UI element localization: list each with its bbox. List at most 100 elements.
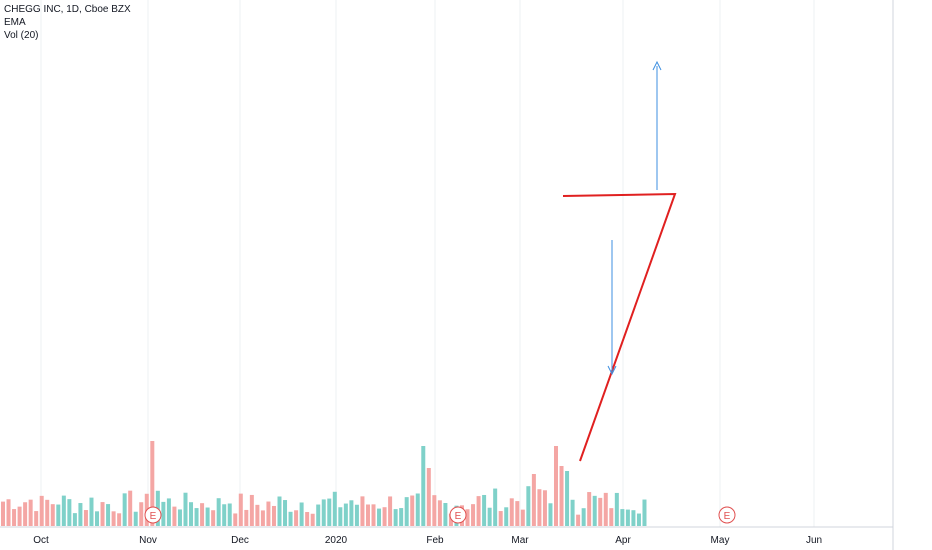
- volume-bar: [189, 502, 194, 526]
- volume-bar: [183, 492, 188, 526]
- volume-bar: [177, 509, 182, 526]
- volume-bar: [28, 499, 33, 526]
- earnings-marker: E: [449, 506, 467, 524]
- volume-bar: [205, 507, 210, 526]
- volume-bar: [100, 502, 105, 526]
- volume-bar: [332, 491, 337, 526]
- volume-bar: [598, 497, 603, 526]
- volume-bar: [614, 492, 619, 526]
- volume-bar: [310, 513, 315, 526]
- volume-bar: [305, 512, 310, 526]
- volume-bar: [271, 505, 276, 526]
- volume-bar: [255, 504, 260, 526]
- volume-bar: [288, 511, 293, 526]
- volume-bar: [266, 501, 271, 526]
- volume-bar: [222, 504, 227, 526]
- volume-bar: [166, 498, 171, 526]
- volume-bar: [34, 511, 39, 526]
- volume-bar: [432, 495, 437, 526]
- volume-bar: [200, 503, 205, 526]
- volume-bar: [1, 501, 5, 526]
- volume-bar: [128, 490, 133, 526]
- volume-bar: [316, 504, 321, 526]
- volume-bar: [493, 488, 498, 526]
- volume-bar: [482, 494, 487, 526]
- volume-bar: [609, 508, 614, 526]
- volume-bar: [642, 499, 647, 526]
- volume-bar: [426, 468, 431, 526]
- volume-bar: [592, 495, 597, 526]
- measure-down-arrow: [607, 365, 617, 376]
- volume-bar: [371, 504, 376, 526]
- volume-bar: [620, 509, 625, 526]
- volume-bar: [559, 466, 564, 526]
- volume-bar: [476, 496, 481, 526]
- volume-bar: [260, 510, 265, 526]
- ema-label: EMA: [4, 17, 26, 28]
- earnings-marker: E: [718, 506, 736, 524]
- volume-bar: [576, 514, 581, 526]
- volume-bar: [72, 513, 77, 526]
- volume-bar: [233, 513, 238, 526]
- volume-bar: [465, 509, 470, 526]
- volume-bar: [238, 493, 243, 526]
- measure-up-arrow: [652, 60, 662, 71]
- earnings-letter: E: [724, 511, 731, 522]
- volume-bar: [133, 511, 138, 526]
- volume-bar: [45, 499, 50, 526]
- volume-bar: [625, 509, 630, 526]
- volume-bar: [542, 490, 547, 526]
- earnings-circle: [449, 506, 467, 524]
- volume-bar: [603, 492, 608, 526]
- volume-bar: [61, 495, 66, 526]
- volume-bar: [388, 496, 393, 526]
- volume-bar: [498, 511, 503, 526]
- time-tick-label: May: [711, 535, 730, 546]
- volume-bar: [360, 496, 365, 526]
- volume-bar: [194, 508, 199, 526]
- volume-bar: [415, 493, 420, 526]
- time-tick-label: Feb: [426, 535, 444, 546]
- volume-bar: [421, 446, 426, 526]
- volume-bar: [12, 509, 17, 526]
- volume-bar: [393, 509, 398, 526]
- time-tick-label: Oct: [33, 535, 49, 546]
- time-tick-label: 2020: [325, 535, 348, 546]
- volume-bar: [6, 499, 11, 526]
- time-tick-label: Nov: [139, 535, 157, 546]
- volume-bar: [377, 508, 382, 526]
- volume-bar: [56, 504, 61, 526]
- volume-bar: [216, 498, 221, 526]
- volume-bar: [365, 504, 370, 526]
- time-axis: Oct Nov Dec 2020 Feb Mar Apr May Jun: [33, 535, 822, 546]
- symbol-title: CHEGG INC, 1D, Cboe BZX: [4, 4, 131, 15]
- volume-bar: [78, 503, 83, 526]
- volume-bar: [95, 511, 100, 526]
- volume-bar: [50, 504, 55, 526]
- volume-bar: [349, 500, 354, 526]
- time-tick-label: Dec: [231, 535, 249, 546]
- triangle-drawing: [562, 192, 677, 462]
- volume-bar: [631, 510, 636, 526]
- volume-bar: [404, 497, 409, 526]
- volume-bar: [515, 501, 520, 526]
- volume-bar: [17, 506, 22, 526]
- volume-bar: [636, 513, 641, 526]
- earnings-circle: [718, 506, 736, 524]
- volume-bar: [211, 510, 216, 526]
- volume-bar: [443, 503, 448, 526]
- volume-bar: [83, 510, 88, 526]
- volume-bar: [548, 503, 553, 526]
- volume-bar: [399, 508, 404, 526]
- volume-bar: [531, 474, 536, 526]
- volume-bar: [354, 504, 359, 526]
- volume-bar: [67, 499, 72, 526]
- volume-bar: [244, 509, 249, 526]
- volume-bar: [471, 504, 476, 526]
- volume-bar: [526, 486, 531, 526]
- volume-bar: [504, 507, 509, 526]
- volume-bar: [161, 501, 166, 526]
- volume-bar: [509, 498, 514, 526]
